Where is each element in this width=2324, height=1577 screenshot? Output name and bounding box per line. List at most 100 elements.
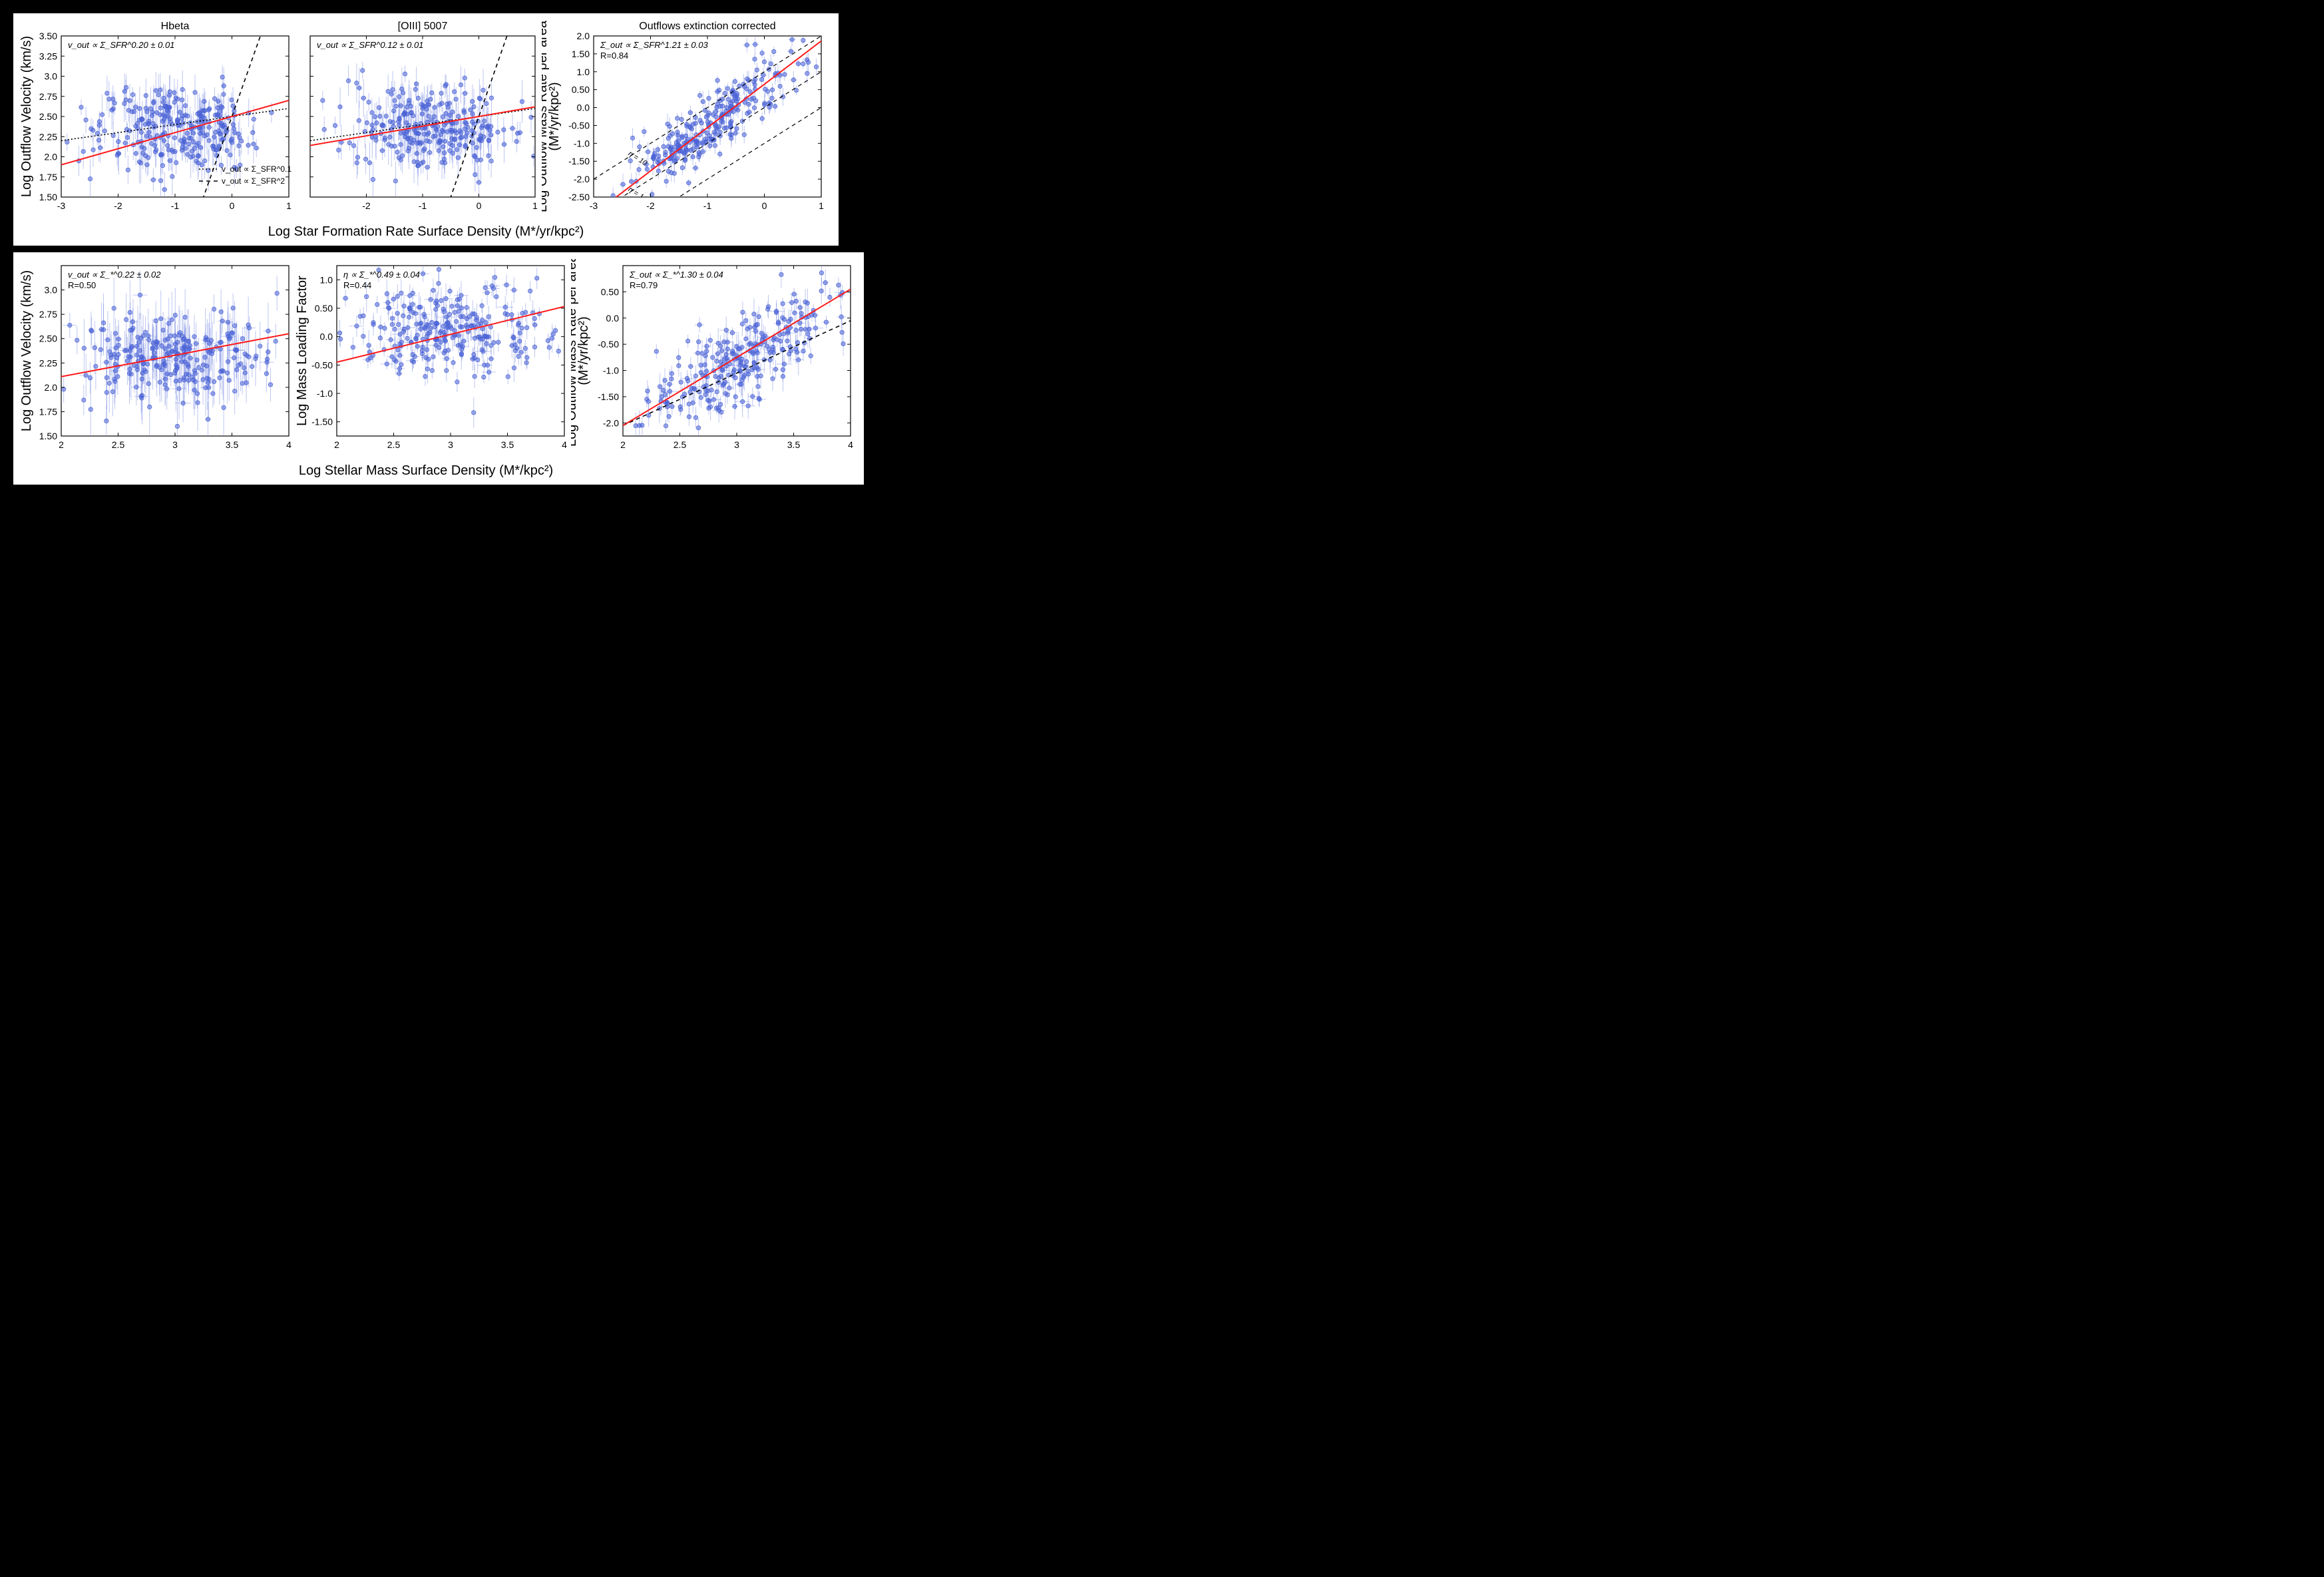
ytick-label: 1.0 [577,67,590,77]
fit-annotation: v_out ∝ Σ_SFR^0.12 ± 0.01 [317,40,423,50]
xtick-label: 2.5 [112,439,125,450]
xtick-label: 4 [286,439,291,450]
ytick-label: 2.50 [39,334,57,344]
panel-vout_sigma_star: 2 2.5 3 3.5 4 1.50 1.75 2.0 2.25 2.50 2.75 3.0 Log O… [20,259,295,459]
fit-annotation: Σ̇_out ∝ Σ_SFR^1.21 ± 0.03 [600,40,708,50]
ytick-label: 0.0 [606,313,620,324]
panel-title: [OIII] 5007 [398,21,448,32]
xtick-label: 3.5 [226,439,239,450]
xtick-label: -2 [114,200,122,211]
ytick-label: -1.0 [574,138,590,148]
ytick-label: -0.50 [598,339,619,349]
ytick-label: 2.0 [577,31,590,41]
xtick-label: 3.5 [501,439,514,450]
xtick-label: 3 [448,439,453,450]
y-axis-label: Log Mass Loading Factor [295,276,309,426]
xtick-label: -1 [171,200,180,211]
xtick-label: 1 [286,200,291,211]
ytick-label: -1.0 [603,365,619,376]
xtick-label: 0 [230,200,235,211]
y-axis-label: (M*/yr/kpc²) [547,82,562,150]
row-1: Hbeta -3 -2 -1 0 1 1.50 1.75 2.0 2.25 2.50 2.75 3.0 3… [13,13,2311,246]
legend-item: v_out ∝ Σ_SFR^2 [222,176,285,186]
ytick-label: 3.0 [45,285,58,296]
xtick-label: 1 [532,200,538,211]
correlation-annotation: R=0.44 [343,280,371,290]
ytick-label: -2.50 [568,192,590,202]
y-axis-label: Log Outflow Velocity (km/s) [20,36,34,197]
correlation-annotation: R=0.50 [68,280,96,290]
ytick-label: -1.50 [568,156,590,166]
panel-extcorr: Outflows extinction correctedη = 10η = 1… [542,20,828,220]
ytick-label: -1.50 [311,417,333,427]
fit-annotation: v_out ∝ Σ_*^0.22 ± 0.02 [68,270,161,280]
xtick-label: 3 [172,439,178,450]
ytick-label: -1.0 [317,388,333,399]
row-2: 2 2.5 3 3.5 4 1.50 1.75 2.0 2.25 2.50 2.75 3.0 Log O… [13,252,2311,485]
ytick-label: -2.0 [603,417,619,428]
ytick-label: 1.75 [39,172,57,182]
xtick-label: 2.5 [387,439,401,450]
ytick-label: 0.50 [601,286,619,297]
xtick-label: -2 [362,200,371,211]
xtick-label: 2 [334,439,339,450]
ytick-label: 0.0 [577,103,590,113]
ytick-label: -0.50 [568,120,590,130]
correlation-annotation: R=0.79 [630,280,658,290]
xtick-label: 2.5 [674,439,687,450]
ytick-label: -1.50 [598,391,619,402]
xtick-label: 2 [620,439,626,450]
ytick-label: 0.50 [315,303,333,314]
ytick-label: 2.75 [39,91,57,102]
ytick-label: 1.50 [572,49,590,59]
xtick-label: 4 [562,439,567,450]
panel-mdot_sigma_star: 22.533.54-2.0-1.50-1.0-0.500.00.50Log Ou… [571,259,857,459]
ytick-label: 0.0 [320,332,333,342]
ytick-label: 0.50 [572,85,590,95]
xtick-label: -2 [646,200,655,211]
xtick-label: -3 [590,200,598,211]
ytick-label: 1.75 [39,406,57,417]
y-axis-label: (M*/yr/kpc²) [576,316,591,385]
ytick-label: 2.25 [39,357,57,368]
xtick-label: 0 [762,200,767,211]
xtick-label: -1 [703,200,712,211]
panel-mlf_sigma_star: 2 2.5 3 3.5 4 -1.50 -1.0 -0.50 0.0 0.50 1.0 Log Mas… [295,259,571,459]
legend-item: v_out ∝ Σ_SFR^0.1 [222,164,291,174]
row2-panel-group: 2 2.5 3 3.5 4 1.50 1.75 2.0 2.25 2.50 2.75 3.0 Log O… [13,252,864,485]
ytick-label: 1.50 [39,431,57,441]
y-axis-label: Log Outflow Velocity (km/s) [20,270,34,431]
xtick-label: 2 [59,439,64,450]
ytick-label: 2.0 [45,382,58,393]
panel-title: Hbeta [161,21,190,32]
xtick-label: 3 [734,439,739,450]
panel-hbeta: Hbeta -3 -2 -1 0 1 1.50 1.75 2.0 2.25 2.50 2.75 3.0 3… [20,20,295,220]
fit-annotation: η ∝ Σ_*^0.49 ± 0.04 [343,270,420,280]
ytick-label: 3.50 [39,31,57,41]
ytick-label: 2.50 [39,111,57,122]
panel-title: Outflows extinction corrected [639,21,775,32]
xtick-label: -1 [419,200,427,211]
xtick-label: 3.5 [787,439,801,450]
fit-annotation: Σ̇_out ∝ Σ_*^1.30 ± 0.04 [629,270,723,280]
ytick-label: 3.0 [45,71,58,82]
fit-annotation: v_out ∝ Σ_SFR^0.20 ± 0.01 [68,40,174,50]
correlation-annotation: R=0.84 [600,51,628,61]
ytick-label: 1.50 [39,192,57,202]
ytick-label: 1.0 [320,274,333,285]
x-axis-label: Log Star Formation Rate Surface Density … [268,224,584,239]
xtick-label: 1 [819,200,824,211]
ytick-label: -0.50 [311,359,333,370]
ytick-label: 2.25 [39,131,57,142]
row1-panel-group: Hbeta -3 -2 -1 0 1 1.50 1.75 2.0 2.25 2.50 2.75 3.0 3… [13,13,839,246]
xtick-label: 4 [848,439,853,450]
xtick-label: -3 [57,200,66,211]
xtick-label: 0 [477,200,482,211]
panel-oiii: [OIII] 5007 -2 -1 0 1 v_out ∝ Σ_SFR^0.12 ± 0.… [295,20,542,220]
ytick-label: 2.0 [45,152,58,162]
ytick-label: -2.0 [574,174,590,184]
ytick-label: 2.75 [39,309,57,320]
ytick-label: 3.25 [39,51,57,61]
figure-container: Hbeta-3-2-1011.501.752.02.252.502.753.03… [0,0,2324,505]
x-axis-label: Log Stellar Mass Surface Density (M*/kpc… [299,463,553,478]
